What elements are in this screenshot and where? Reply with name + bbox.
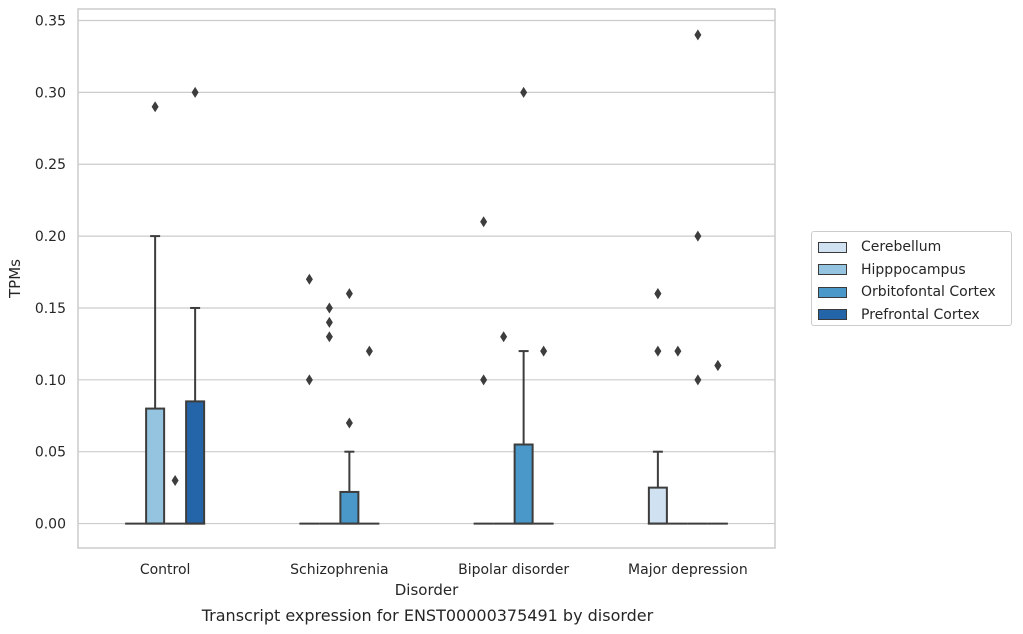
outlier-point <box>654 345 662 357</box>
legend-swatch-cerebellum <box>818 241 847 253</box>
box-group <box>339 288 360 525</box>
x-tick-label: Bipolar disorder <box>458 562 569 578</box>
legend-label: Prefrontal Cortex <box>861 306 980 323</box>
box-group <box>667 345 688 525</box>
box-group <box>359 345 380 525</box>
box-group <box>493 331 514 525</box>
box-orbitofontal-cortex <box>513 443 534 525</box>
box-group <box>145 101 166 525</box>
legend-label: Orbitofontal Cortex <box>861 284 996 301</box>
box-group <box>647 288 668 525</box>
y-tick-label: 0.35 <box>35 13 66 29</box>
box-cerebellum <box>647 486 668 525</box>
outlier-point <box>694 29 702 41</box>
legend-label: Cerebellum <box>861 239 942 256</box>
legend-swatch-prefrontal-cortex <box>818 309 847 321</box>
y-tick-label: 0.20 <box>35 229 66 245</box>
legend: Cerebellum Hipppocampus Orbitofontal Cor… <box>811 231 1012 326</box>
outlier-point <box>305 273 313 285</box>
outlier-point <box>345 417 353 429</box>
outlier-point <box>325 302 333 314</box>
outlier-point <box>325 331 333 343</box>
box-group <box>319 302 340 525</box>
x-tick-labels: Control Schizophrenia Bipolar disorder Majo… <box>140 562 748 578</box>
box-group <box>707 359 728 525</box>
outlier-point <box>540 345 548 357</box>
box-groups <box>125 29 728 525</box>
plot-frame <box>77 8 776 549</box>
outlier-point <box>171 474 179 486</box>
box-group <box>165 474 186 525</box>
outlier-point <box>480 374 488 386</box>
outlier-point <box>654 288 662 300</box>
outlier-point <box>191 86 199 98</box>
legend-item-orbitofrontal-cortex: Orbitofontal Cortex <box>818 281 1005 304</box>
outlier-point <box>151 101 159 113</box>
outlier-point <box>305 374 313 386</box>
legend-item-hippocampus: Hipppocampus <box>818 259 1005 282</box>
box-group <box>513 86 534 525</box>
legend-item-cerebellum: Cerebellum <box>818 236 1005 259</box>
x-tick-label: Schizophrenia <box>290 562 388 578</box>
outlier-point <box>345 288 353 300</box>
x-axis-label: Disorder <box>395 581 459 599</box>
legend-label: Hipppocampus <box>861 261 966 278</box>
box-group <box>687 29 708 525</box>
y-tick-label: 0.10 <box>35 373 66 389</box>
outlier-point <box>520 86 528 98</box>
outlier-point <box>694 374 702 386</box>
y-tick-labels: 0.00 0.05 0.10 0.15 0.20 0.25 0.30 0.35 <box>35 13 66 532</box>
outlier-point <box>714 359 722 371</box>
x-tick-label: Control <box>140 562 191 578</box>
box-hipppocampus <box>145 407 166 525</box>
outlier-point <box>694 230 702 242</box>
outlier-point <box>365 345 373 357</box>
y-tick-label: 0.30 <box>35 85 66 101</box>
y-tick-label: 0.15 <box>35 301 66 317</box>
legend-swatch-hippocampus <box>818 264 847 276</box>
gridlines <box>78 19 775 525</box>
y-axis-label: TPMs <box>6 259 24 299</box>
box-prefrontal-cortex <box>185 400 206 525</box>
legend-swatch-orbitofrontal-cortex <box>818 286 847 298</box>
box-group <box>185 86 206 525</box>
outlier-point <box>325 316 333 328</box>
box-group <box>299 273 320 525</box>
legend-item-prefrontal-cortex: Prefrontal Cortex <box>818 304 1005 327</box>
box-group <box>533 345 554 525</box>
y-tick-label: 0.00 <box>35 517 66 533</box>
outlier-point <box>500 331 508 343</box>
outlier-point <box>480 216 488 228</box>
outlier-point <box>674 345 682 357</box>
figure-caption: Transcript expression for ENST0000037549… <box>201 606 654 625</box>
box-group <box>473 216 494 525</box>
y-tick-label: 0.25 <box>35 157 66 173</box>
x-tick-label: Major depression <box>628 562 748 578</box>
box-orbitofontal-cortex <box>339 490 360 525</box>
y-tick-label: 0.05 <box>35 445 66 461</box>
